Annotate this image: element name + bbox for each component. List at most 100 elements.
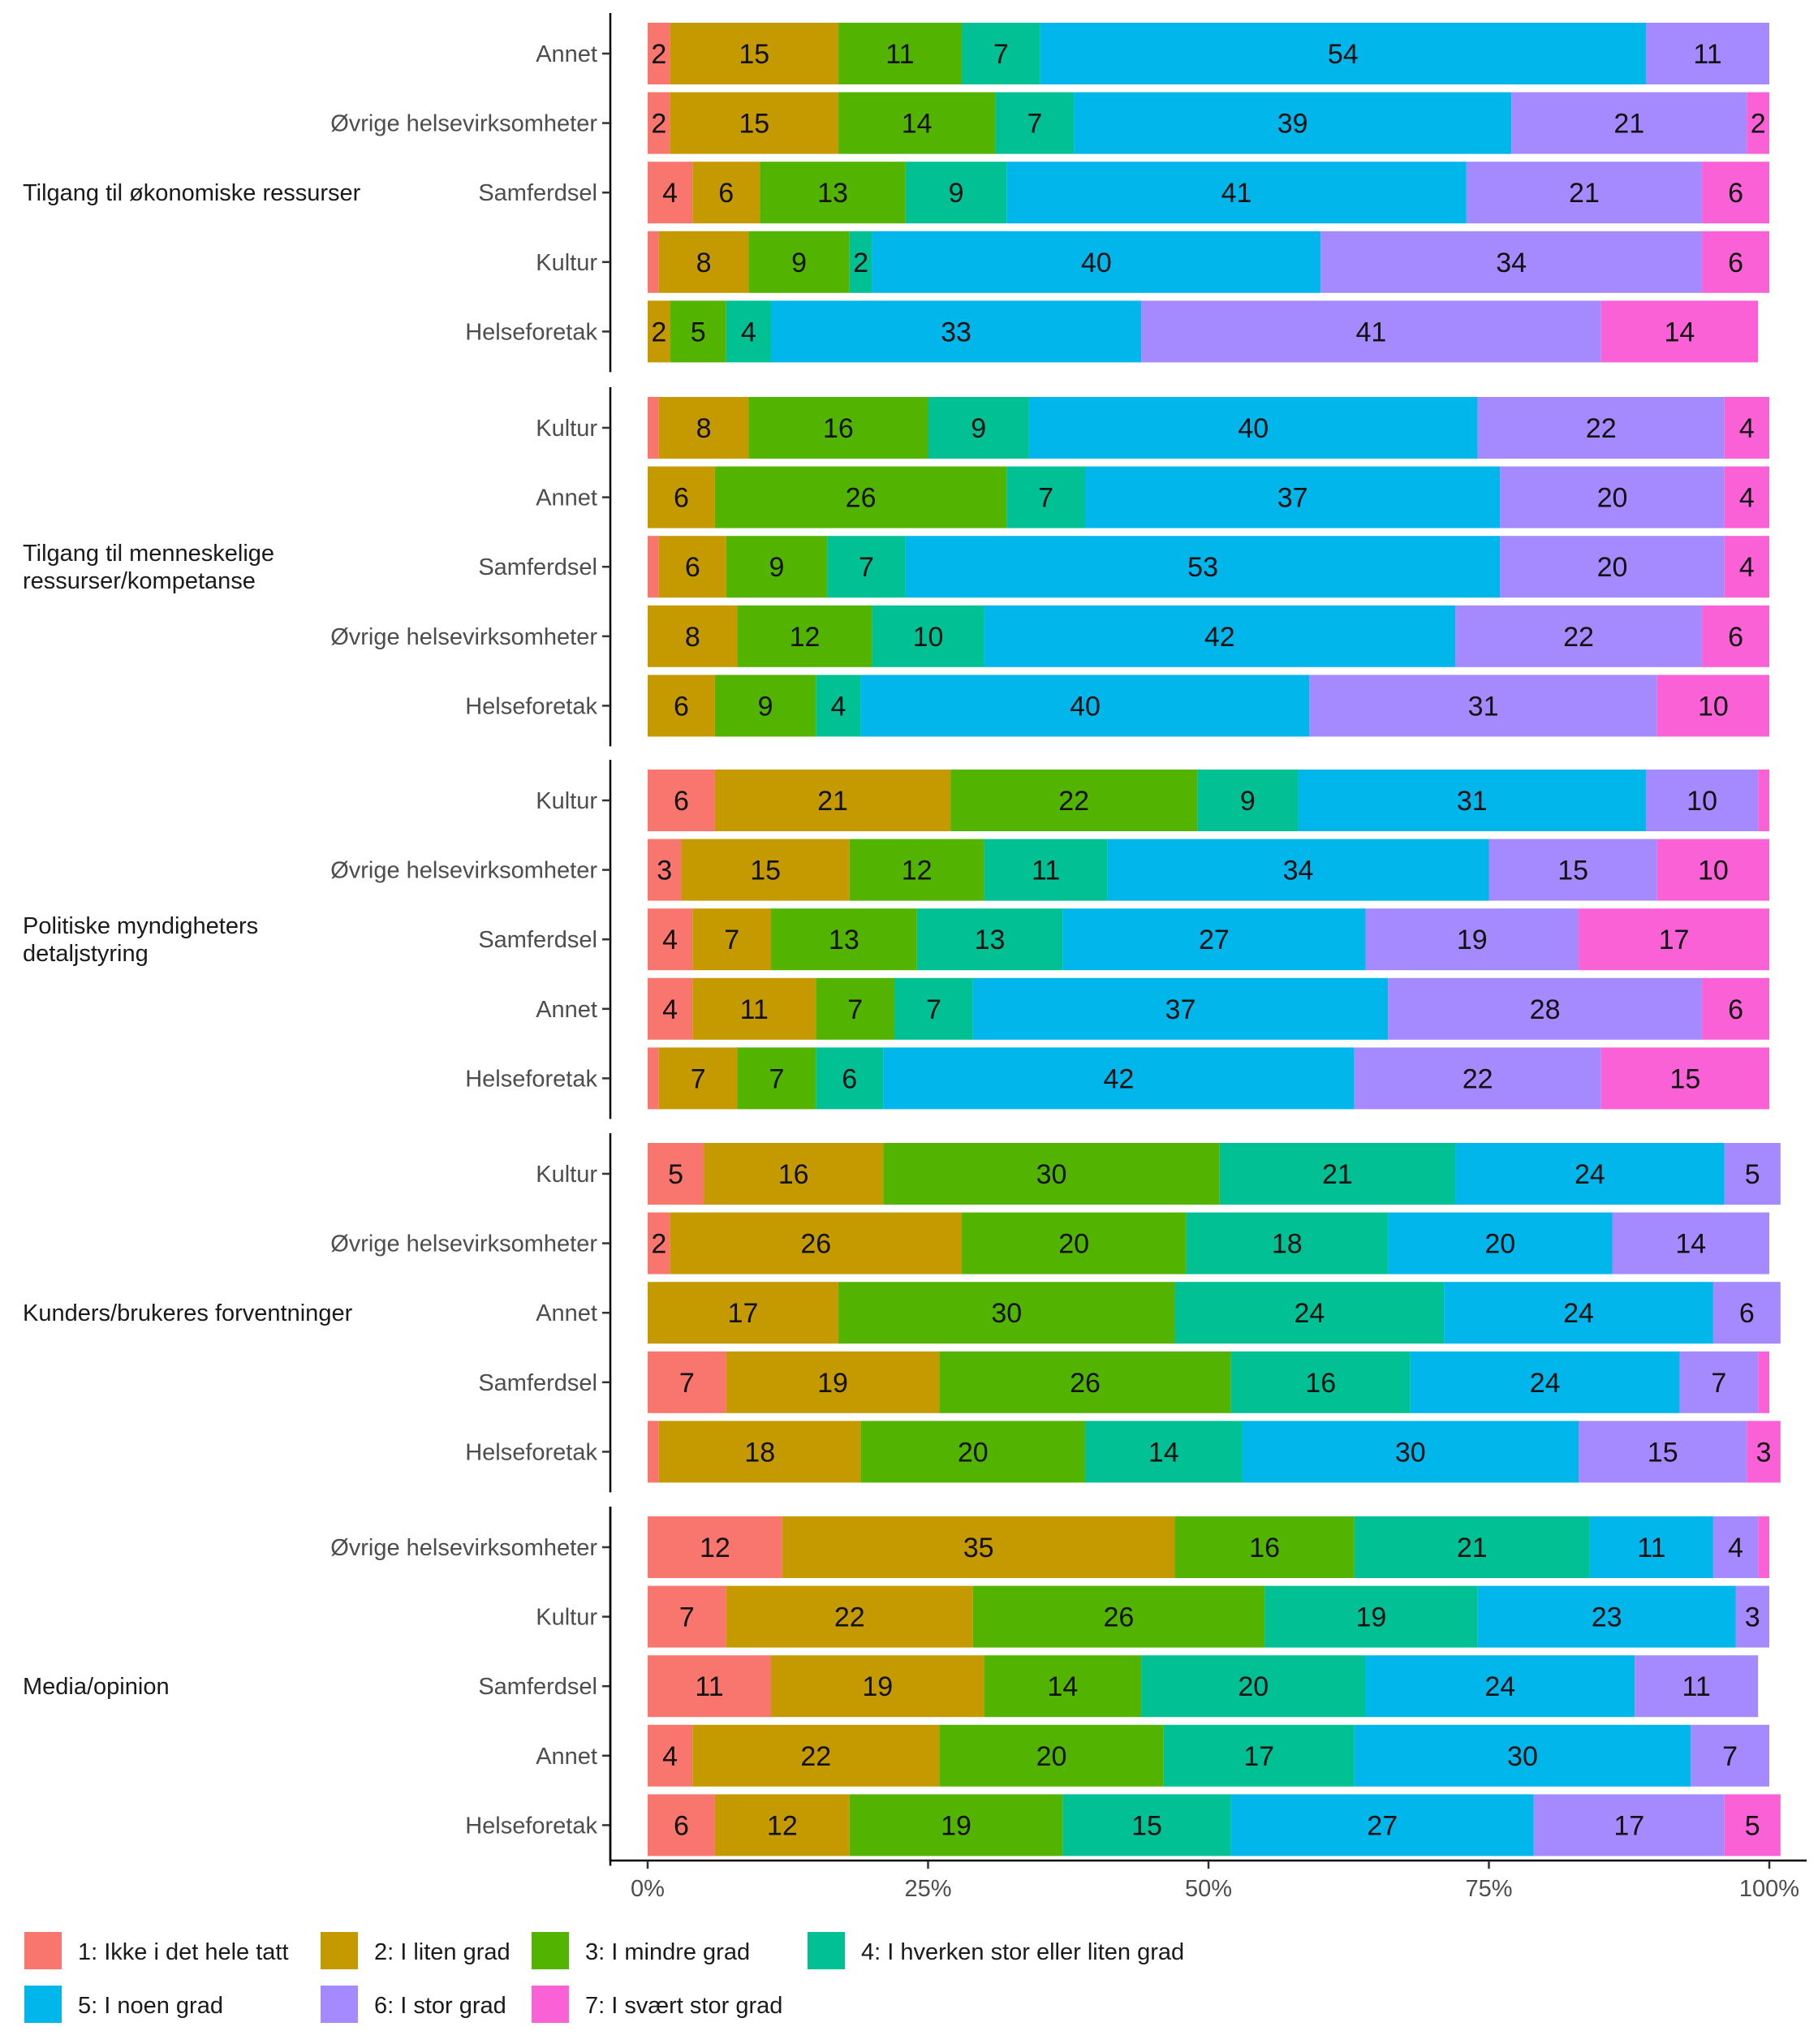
bar-segment [1163, 1724, 1355, 1787]
data-label: 34 [1496, 248, 1527, 278]
data-label: 3 [1756, 1437, 1772, 1468]
data-label: 30 [1395, 1437, 1426, 1468]
data-label: 7 [1038, 483, 1053, 514]
bar-segment [670, 300, 726, 363]
legend-swatch [808, 1932, 845, 1969]
data-label: 17 [1243, 1741, 1274, 1772]
y-tick-label: Øvrige helsevirksomheter [330, 111, 597, 137]
bar-segment [681, 839, 850, 901]
data-label: 16 [1305, 1368, 1336, 1399]
bar-segment [648, 1655, 772, 1718]
data-label: 26 [800, 1229, 831, 1260]
bar-segment [1354, 1047, 1601, 1110]
data-label: 6 [1728, 994, 1743, 1025]
bar-segment [872, 231, 1321, 293]
bar-segment [1758, 1516, 1769, 1578]
bar-segment [1579, 908, 1769, 971]
data-label: 3 [657, 856, 672, 886]
bar-segment [1040, 23, 1646, 84]
bar-segment [726, 1351, 940, 1413]
bar-segment [658, 231, 749, 293]
bar-segment [816, 1047, 884, 1110]
data-label: 41 [1355, 317, 1386, 347]
data-label: 26 [846, 483, 877, 514]
x-tick-label: 25% [904, 1876, 951, 1902]
bar-segment [1656, 839, 1769, 901]
bar-segment [1230, 1794, 1534, 1856]
data-label: 5 [691, 317, 706, 347]
bar-segment [972, 977, 1389, 1040]
data-label: 35 [963, 1533, 994, 1563]
y-tick-label: Annet [536, 1744, 597, 1770]
data-label: 15 [739, 39, 769, 70]
data-label: 11 [1637, 1533, 1665, 1563]
data-label: 19 [817, 1368, 848, 1399]
data-label: 20 [1058, 1229, 1089, 1260]
data-label: 16 [1249, 1533, 1280, 1563]
data-label: 37 [1165, 994, 1196, 1025]
data-label: 42 [1104, 1063, 1135, 1094]
data-label: 4 [1739, 483, 1755, 514]
bar-segment [658, 1047, 738, 1110]
legend-label: 4: I hverken stor eller liten grad [861, 1939, 1184, 1965]
data-label: 12 [700, 1533, 730, 1563]
bar-segment [726, 536, 828, 598]
y-tick-label: Øvrige helsevirksomheter [330, 624, 597, 650]
bar-segment [771, 300, 1142, 363]
data-label: 20 [958, 1437, 989, 1468]
group-label: Tilgang til menneskelige ressurser/kompet… [23, 541, 274, 594]
data-label: 6 [1739, 1298, 1755, 1329]
data-label: 24 [1530, 1368, 1561, 1399]
data-label: 27 [1199, 925, 1230, 955]
data-label: 22 [1058, 786, 1089, 817]
bar-segment [1511, 92, 1747, 154]
bar-segment [1645, 770, 1759, 831]
data-label: 7 [769, 1063, 784, 1094]
bar-segment [782, 1516, 1175, 1578]
axes-layer: Tilgang til økonomiske ressurser Annet Øvr… [23, 13, 1807, 1902]
bar-segment [670, 23, 838, 84]
bar-segment [648, 1516, 782, 1578]
bar-segment [648, 1794, 715, 1856]
data-label: 2 [651, 109, 666, 140]
data-label: 8 [696, 248, 712, 278]
bar-segment [648, 1724, 693, 1787]
bar-segment [1500, 536, 1725, 598]
bar-segment [883, 1047, 1355, 1110]
y-tick-label: Helseforetak [465, 1066, 597, 1092]
bar-segment [1084, 466, 1501, 528]
bar-segment [648, 908, 693, 971]
bar-segment [961, 1212, 1187, 1274]
bar-segment [1062, 908, 1366, 971]
y-tick-label: Helseforetak [465, 1439, 597, 1465]
bar-segment [1219, 1143, 1456, 1205]
bar-segment [658, 1421, 861, 1483]
data-label: 4 [1728, 1533, 1743, 1563]
data-label: 30 [1036, 1159, 1067, 1190]
data-label: 19 [1457, 925, 1488, 955]
bar-segment [883, 1143, 1220, 1205]
bar-segment [1500, 466, 1725, 528]
data-label: 10 [1687, 786, 1717, 817]
bar-segment [1488, 839, 1657, 901]
data-label: 4 [1739, 413, 1755, 444]
data-label: 22 [1586, 413, 1617, 444]
bar-segment [1006, 162, 1467, 224]
data-label: 9 [758, 691, 773, 722]
bar-segment [1691, 1724, 1769, 1787]
bar-segment [1712, 1282, 1781, 1344]
data-label: 7 [1722, 1741, 1738, 1772]
bar-segment [1579, 1421, 1747, 1483]
data-label: 21 [1569, 178, 1600, 209]
bar-segment [648, 466, 715, 528]
legend-label: 2: I liten grad [374, 1939, 511, 1965]
y-tick-label: Annet [536, 1300, 597, 1326]
data-label: 6 [1728, 178, 1743, 209]
data-label: 27 [1367, 1810, 1398, 1841]
data-label: 4 [662, 925, 678, 955]
data-label: 11 [740, 994, 769, 1025]
bar-segment [1724, 397, 1769, 459]
x-tick-label: 50% [1185, 1876, 1232, 1902]
data-label: 6 [718, 178, 734, 209]
